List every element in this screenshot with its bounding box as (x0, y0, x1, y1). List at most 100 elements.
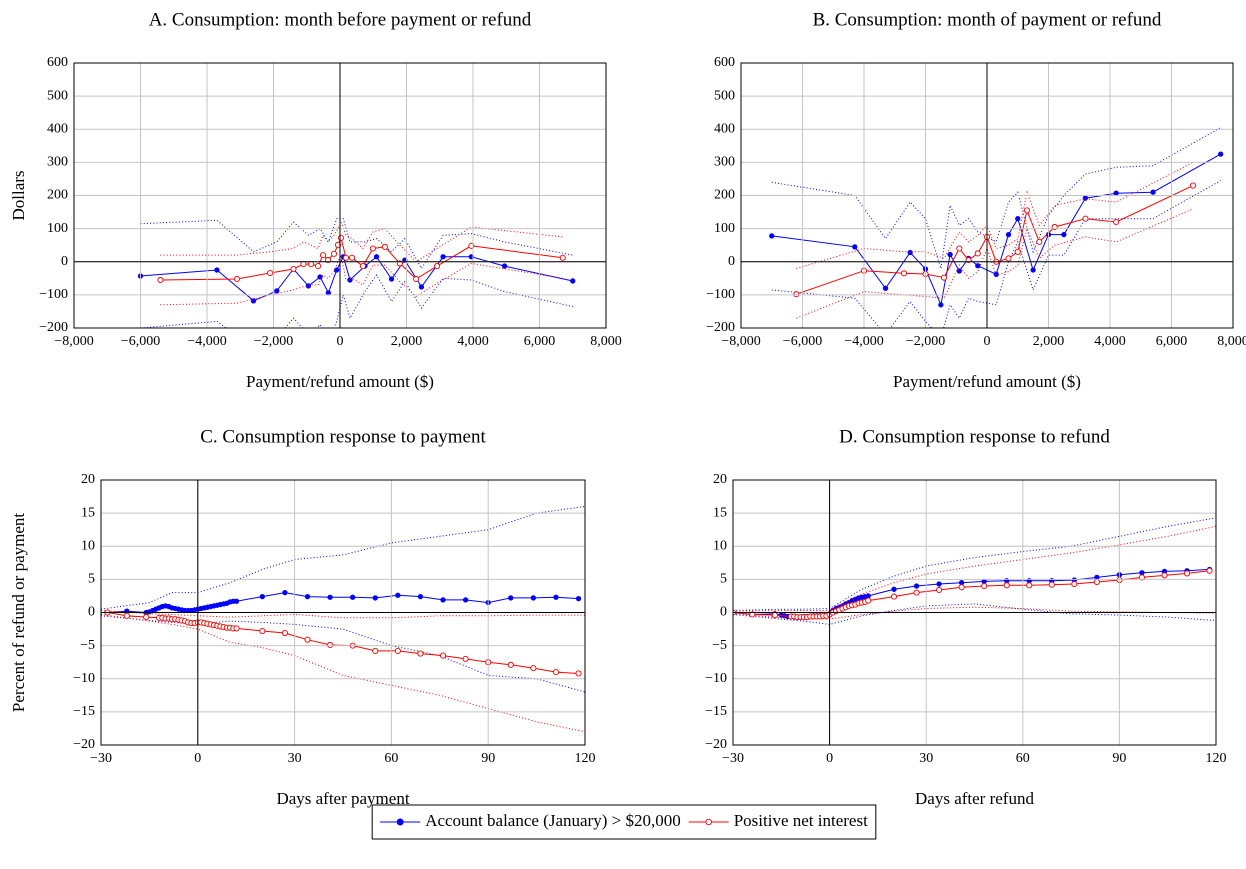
point (143, 614, 150, 621)
y-tick-label: −20 (73, 737, 95, 752)
point (1005, 255, 1012, 262)
x-tick-label: 2,000 (391, 334, 423, 349)
x-tick-label: 60 (384, 751, 398, 766)
y-tick-label: 15 (713, 505, 727, 520)
legend-marker (705, 818, 712, 826)
confidence-band (733, 525, 1216, 612)
point (388, 276, 395, 282)
point (575, 595, 582, 602)
point (981, 582, 988, 590)
x-tick-label: −6,000 (783, 334, 822, 349)
point (507, 661, 514, 668)
y-tick-label: 0 (61, 254, 68, 269)
y-tick-label: 20 (81, 472, 95, 487)
point (1015, 216, 1021, 222)
series-line (771, 153, 1221, 307)
point (1071, 580, 1078, 588)
point (381, 243, 388, 250)
plot-area (769, 127, 1224, 328)
point (559, 254, 566, 261)
x-tick-label: 4,000 (457, 334, 489, 349)
point (1183, 570, 1191, 577)
point (913, 583, 920, 589)
legend-box (371, 804, 877, 840)
legend-label: Positive net interest (734, 811, 868, 830)
y-tick-label: 10 (713, 538, 727, 553)
confidence-band (771, 180, 1221, 328)
point (975, 263, 981, 269)
y-tick-label: 600 (714, 55, 735, 70)
x-tick-label: −8,000 (721, 334, 760, 349)
y-tick-label: 300 (714, 155, 735, 170)
point (552, 669, 560, 676)
x-tick-label: 120 (1206, 751, 1227, 766)
confidence-band (101, 615, 585, 693)
x-tick-label: 0 (194, 751, 201, 766)
x-axis-label: Days after payment (276, 789, 409, 808)
y-tick-label: 0 (720, 605, 727, 620)
point (530, 595, 537, 601)
x-tick-label: 30 (919, 751, 933, 766)
y-tick-label: 300 (47, 155, 68, 170)
y-tick-label: 600 (47, 55, 68, 70)
point (890, 593, 898, 600)
point (315, 263, 322, 270)
y-tick-label: 5 (720, 572, 727, 587)
confidence-band (796, 161, 1194, 269)
point (852, 244, 858, 250)
point (214, 267, 220, 273)
point (936, 586, 943, 594)
y-tick-label: 200 (47, 188, 68, 203)
point (1030, 267, 1036, 273)
y-tick-label: 20 (713, 472, 727, 487)
point (1036, 238, 1043, 245)
chart-title: C. Consumption response to payment (200, 426, 486, 447)
point (434, 263, 441, 270)
x-tick-label: −4,000 (844, 334, 883, 349)
point (462, 655, 469, 662)
x-axis-label: Payment/refund amount ($) (893, 372, 1081, 391)
plot-frame (100, 479, 586, 746)
point (1082, 195, 1089, 201)
confidence-band (140, 218, 573, 270)
legend: Account balance (January) > $20,000 Posit… (371, 804, 877, 840)
point (974, 250, 981, 257)
y-tick-label: −15 (73, 704, 95, 719)
legend-marker (396, 818, 404, 826)
x-tick-label: 2,000 (1033, 334, 1065, 349)
point (1139, 570, 1145, 576)
point (508, 595, 514, 601)
point (1005, 231, 1012, 238)
series-line (733, 568, 1210, 618)
x-tick-label: −2,000 (906, 334, 945, 349)
point (327, 641, 334, 649)
confidence-band (733, 603, 1216, 625)
point (956, 268, 962, 274)
x-tick-label: 6,000 (1156, 334, 1188, 349)
y-tick-label: 10 (81, 538, 95, 553)
point (913, 589, 920, 596)
y-tick-label: 100 (47, 221, 68, 236)
point (936, 581, 942, 587)
point (350, 594, 356, 600)
point (317, 274, 323, 280)
point (259, 593, 265, 600)
point (1113, 190, 1119, 196)
plot-area (733, 517, 1216, 625)
x-tick-label: −8,000 (54, 334, 93, 349)
point (123, 612, 130, 619)
confidence-band (771, 127, 1221, 269)
point (413, 275, 420, 283)
point (530, 665, 537, 672)
legend-label: Account balance (January) > $20,000 (425, 811, 681, 830)
point (1023, 207, 1031, 214)
x-tick-label: −30 (722, 751, 744, 766)
point (267, 269, 274, 277)
x-tick-label: 0 (337, 334, 344, 349)
y-tick-label: 400 (714, 121, 735, 136)
point (274, 288, 280, 294)
y-tick-label: 0 (88, 605, 95, 620)
y-tick-label: −10 (73, 671, 95, 686)
point (793, 291, 800, 298)
x-tick-label: 60 (1016, 751, 1030, 766)
